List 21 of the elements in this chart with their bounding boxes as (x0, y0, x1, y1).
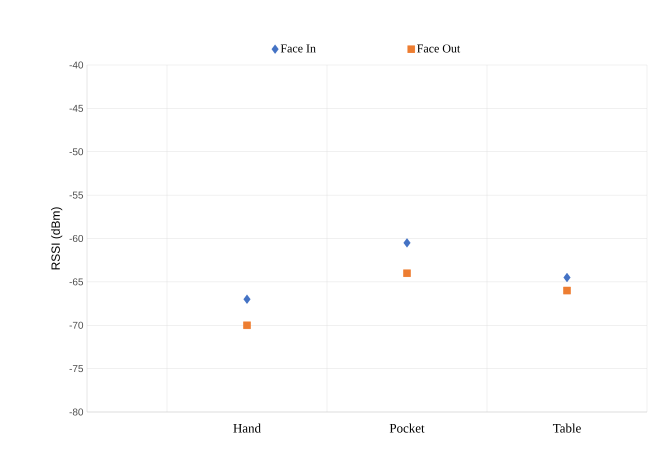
point (563, 286, 571, 294)
point (403, 269, 411, 277)
legend-label: Face In (280, 44, 316, 52)
y-tick-label: -75 (70, 365, 84, 372)
legend-label: Face Out (417, 44, 460, 52)
y-axis-title: RSSI (dBm) (51, 207, 62, 270)
y-tick-label: -80 (70, 408, 84, 416)
x-tick-label: Pocket (390, 424, 425, 433)
y-tick-label: -55 (70, 192, 84, 199)
y-tick-label: -40 (70, 61, 84, 69)
point (403, 238, 411, 248)
point (563, 272, 571, 282)
y-tick-label: -50 (70, 148, 84, 156)
point (243, 294, 251, 304)
x-tick-label: Hand (233, 424, 261, 433)
y-tick-label: -65 (70, 278, 84, 286)
y-tick-label: -45 (70, 104, 84, 112)
y-tick-label: -70 (70, 322, 84, 329)
point (243, 321, 251, 330)
y-tick-label: -60 (70, 234, 84, 242)
x-tick-label: Table (552, 424, 581, 433)
